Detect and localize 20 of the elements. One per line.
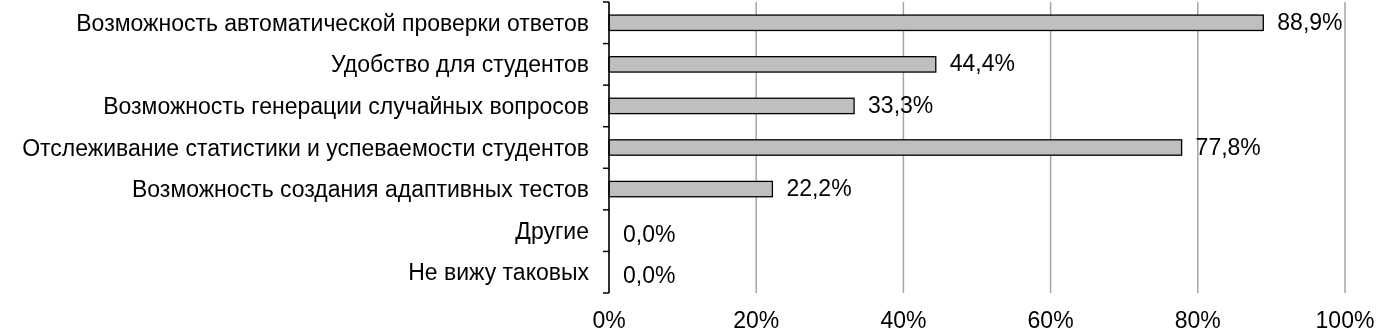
- x-tick-label: 100%: [1315, 307, 1375, 332]
- data-label: 44,4%: [949, 50, 1015, 77]
- x-tick-label: 40%: [880, 307, 927, 332]
- y-tick-label: Возможность автоматической проверки ответов: [76, 9, 589, 36]
- data-label: 0,0%: [623, 262, 676, 289]
- data-label: 33,3%: [868, 91, 934, 118]
- x-tick-label: 60%: [1027, 307, 1074, 332]
- data-label: 88,9%: [1277, 8, 1343, 35]
- y-tick-label: Не вижу таковых: [408, 259, 590, 286]
- y-tick-label: Возможность создания адаптивных тестов: [131, 176, 589, 203]
- x-tick-label: 80%: [1174, 307, 1221, 332]
- data-label: 77,8%: [1195, 133, 1261, 160]
- x-tick-label: 0%: [592, 307, 626, 332]
- y-tick-label: Отслеживание статистики и успеваемости студентов: [22, 134, 589, 161]
- y-tick-label: Другие: [515, 217, 589, 244]
- data-label: 0,0%: [623, 220, 676, 247]
- y-tick-label: Удобство для студентов: [330, 51, 589, 78]
- x-tick-label: 20%: [733, 307, 780, 332]
- data-label: 22,2%: [786, 175, 852, 202]
- y-tick-label: Возможность генерации случайных вопросов: [103, 92, 589, 119]
